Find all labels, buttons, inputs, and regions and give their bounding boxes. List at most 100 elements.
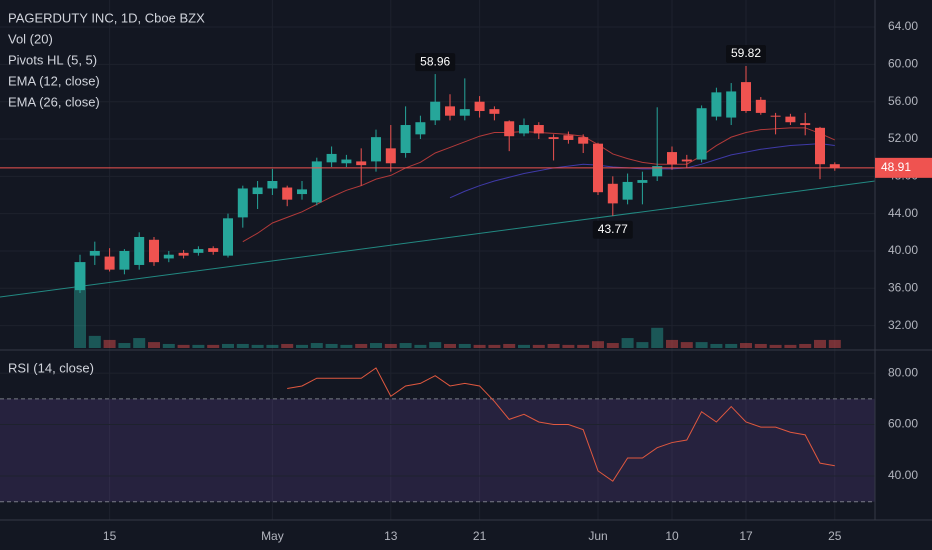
candle-body [119,250,130,270]
candle-body [829,164,840,168]
volume-bar [251,344,264,348]
volume-bar [236,343,249,348]
volume-bar [606,343,619,348]
volume-bar [592,341,604,348]
candle-body [134,236,145,265]
x-tick-label: 25 [828,529,842,543]
y-tick-label: 32.00 [888,318,918,332]
x-tick-label: Jun [588,529,607,543]
volume-bar [725,343,738,348]
volume-bar [281,343,294,348]
pivot-box [415,53,456,72]
candle-body [815,127,825,165]
candle-body [89,250,100,256]
candle-body [252,187,263,195]
candle-body [770,115,781,117]
rsi-title: RSI (14, close) [8,360,94,375]
volume-bar [636,342,649,348]
x-tick-label: 17 [739,529,753,543]
candle-body [755,99,766,113]
candle-body [637,180,648,183]
candle-body [800,123,811,126]
candle-body [726,91,737,118]
candle-body [400,125,411,154]
volume-bar [754,343,767,348]
volume-bar [296,344,308,348]
candle-body [208,248,219,252]
legend-ema: EMA (26, close) [8,94,100,109]
candle-body [578,137,589,144]
candle-body [459,109,470,116]
candle-body [75,262,85,291]
candle-body [785,116,796,123]
candle-body [237,188,248,218]
x-tick-label: 15 [103,529,117,543]
volume-bar [488,344,501,348]
y-tick-label: 60.00 [888,417,918,431]
pivot-label: 43.77 [598,222,628,236]
candle-body [504,121,515,137]
volume-bar [88,335,101,348]
x-tick-label: May [261,529,284,543]
legend-ema: EMA (12, close) [8,73,100,88]
volume-bar [651,327,664,348]
volume-bar [740,343,752,348]
ema-line [449,143,835,199]
volume-bar [103,339,116,348]
last-price-box [875,157,932,178]
volume-bar [192,344,205,348]
candle-body [622,181,633,200]
candle-body [681,159,692,162]
volume-bar [444,343,456,348]
y-tick-label: 36.00 [888,280,918,294]
volume-bar [325,343,338,348]
candle-body [178,252,189,256]
candle-body [607,183,618,204]
volume-bar [769,344,782,348]
candle-body [341,159,352,164]
candle-body [711,92,722,117]
candle-body [474,101,485,112]
candle-body [563,135,574,140]
candle-body [667,152,677,165]
candle-body [104,256,115,270]
volume-bar [666,339,678,348]
volume-bar [414,344,427,348]
volume-bar [621,338,634,348]
candle-body [741,82,751,112]
candle-body [652,166,663,177]
candle-body [356,161,367,166]
volume-bar [473,344,486,348]
volume-bar [133,338,146,348]
y-tick-label: 64.00 [888,19,918,33]
volume-bar [266,344,279,348]
y-tick-label: 40.00 [888,243,918,257]
volume-bar [577,344,590,348]
candle-body [385,148,396,164]
volume-bar [399,343,412,348]
y-tick-label: 44.00 [888,206,918,220]
candle-body [326,153,337,163]
last-price-label: 48.91 [881,160,911,174]
pivot-label: 59.82 [731,46,761,60]
y-tick-label: 80.00 [888,365,918,379]
candle-body [415,122,426,135]
volume-bar [710,343,723,348]
volume-bar [532,344,545,348]
pivot-box [592,220,633,239]
y-tick-label: 56.00 [888,94,918,108]
candle-body [193,249,204,253]
volume-bar [784,344,797,348]
volume-bar [547,343,560,348]
x-tick-label: 10 [665,529,679,543]
candle-body [430,101,441,121]
volume-bar [828,339,841,348]
legend-pivots: Pivots HL (5, 5) [8,52,97,67]
volume-bar [814,339,826,348]
candle-body [311,161,322,203]
pivot-label: 58.96 [420,54,450,68]
candle-body [445,106,455,116]
volume-bar [458,343,471,348]
y-tick-label: 52.00 [888,131,918,145]
